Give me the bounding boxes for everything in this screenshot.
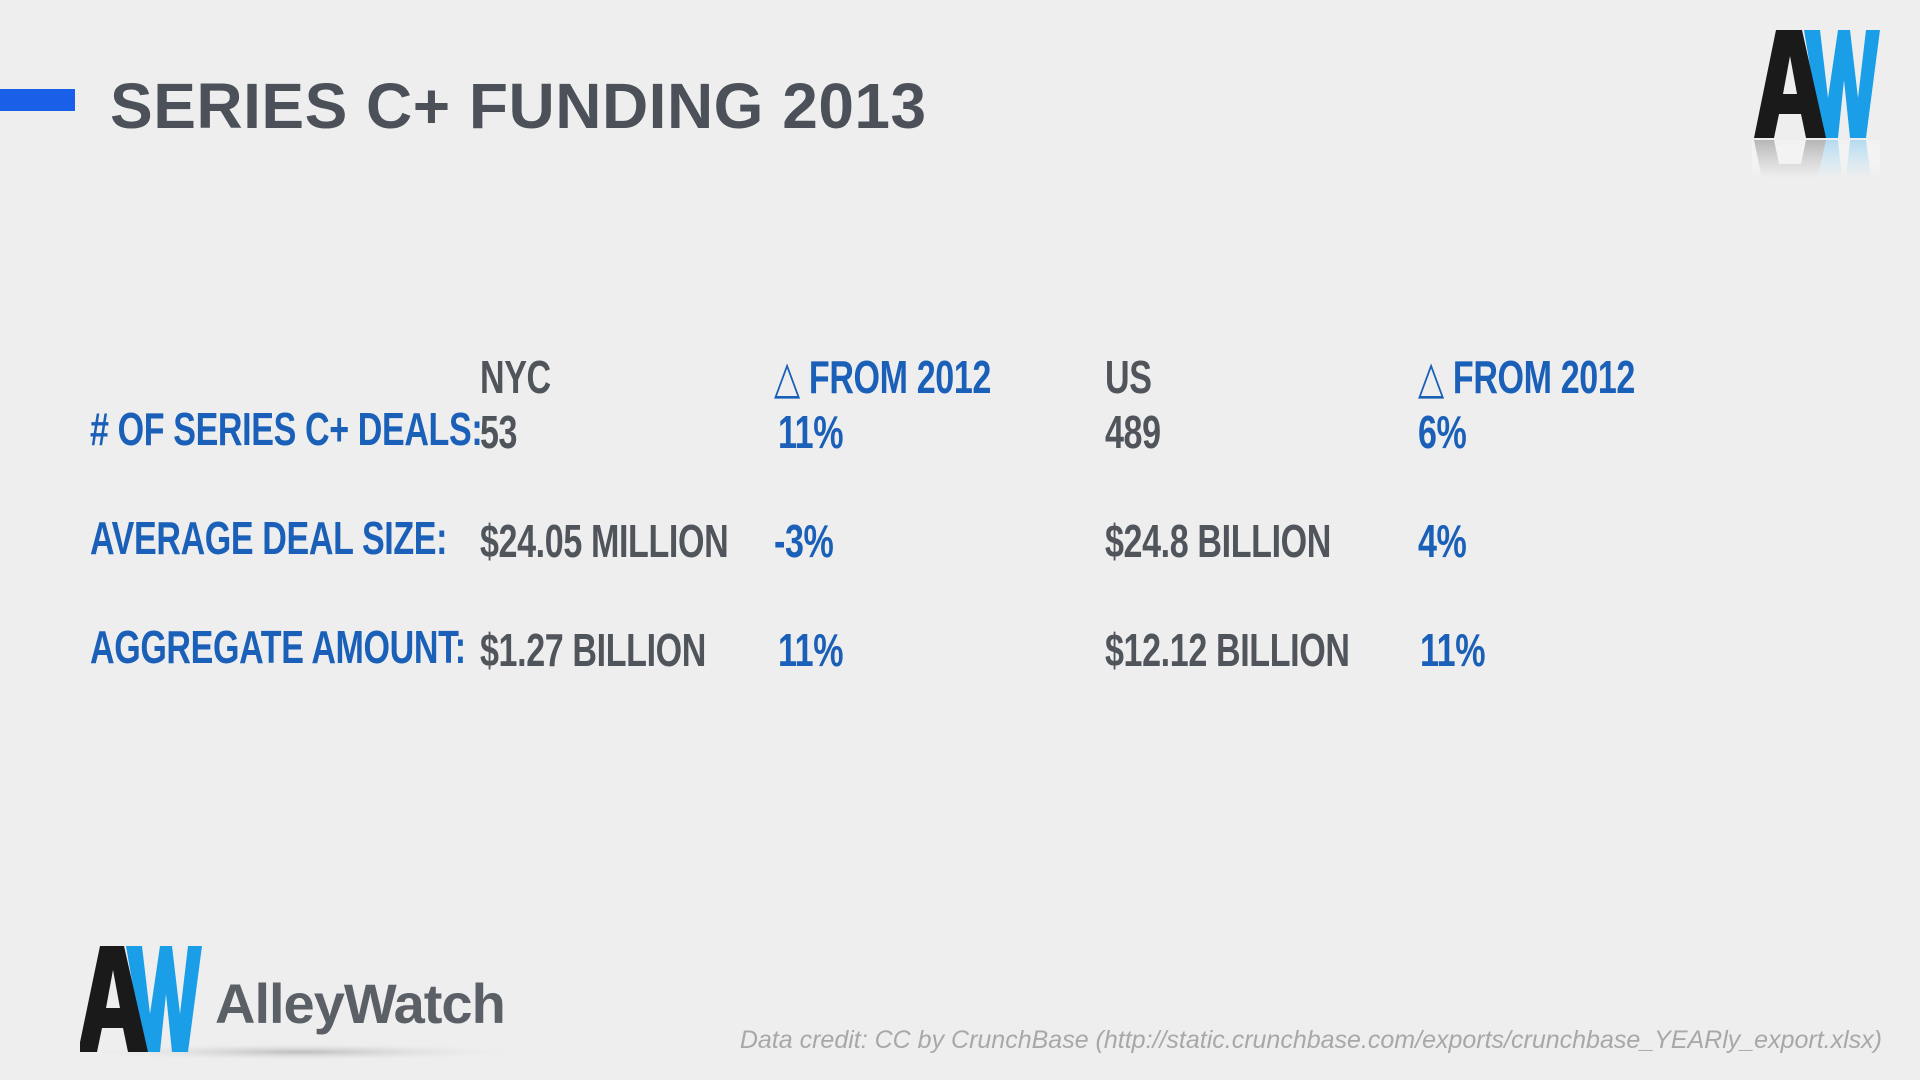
row-avg-deal-us: $24.8 BILLION: [1105, 515, 1331, 567]
row-avg-deal-nyc: $24.05 MILLION: [480, 515, 729, 567]
accent-bar: [0, 89, 75, 111]
data-credit: Data credit: CC by CrunchBase (http://st…: [739, 1026, 1882, 1054]
aw-logo-icon: [1752, 30, 1880, 178]
header-nyc-delta: △ FROM 2012: [774, 351, 991, 403]
row-avg-deal-us-delta: 4%: [1418, 515, 1467, 567]
row-label-avg-deal: AVERAGE DEAL SIZE:: [90, 512, 448, 564]
row-deals-us-delta: 6%: [1418, 406, 1467, 458]
row-aggregate-us-delta: 11%: [1420, 624, 1486, 676]
aw-brand-icon: [80, 946, 530, 1061]
row-deals-nyc-delta: 11%: [778, 406, 844, 458]
brand-name: AlleyWatch: [215, 972, 506, 1035]
header-us-delta: △ FROM 2012: [1418, 351, 1635, 403]
row-deals-nyc: 53: [480, 406, 518, 458]
row-avg-deal-nyc-delta: -3%: [774, 515, 834, 567]
header-us: US: [1105, 351, 1152, 403]
row-aggregate-nyc-delta: 11%: [778, 624, 844, 676]
alleywatch-logo-bottom: AlleyWatch: [80, 940, 550, 1065]
row-label-aggregate: AGGREGATE AMOUNT:: [90, 621, 466, 673]
row-aggregate-nyc: $1.27 BILLION: [480, 624, 706, 676]
page-title: SERIES C+ FUNDING 2013: [110, 70, 927, 142]
row-label-deals: # OF SERIES C+ DEALS:: [90, 403, 483, 455]
header-nyc: NYC: [480, 351, 551, 403]
row-aggregate-us: $12.12 BILLION: [1105, 624, 1350, 676]
alleywatch-logo-top: [1752, 28, 1880, 178]
row-deals-us: 489: [1105, 406, 1161, 458]
